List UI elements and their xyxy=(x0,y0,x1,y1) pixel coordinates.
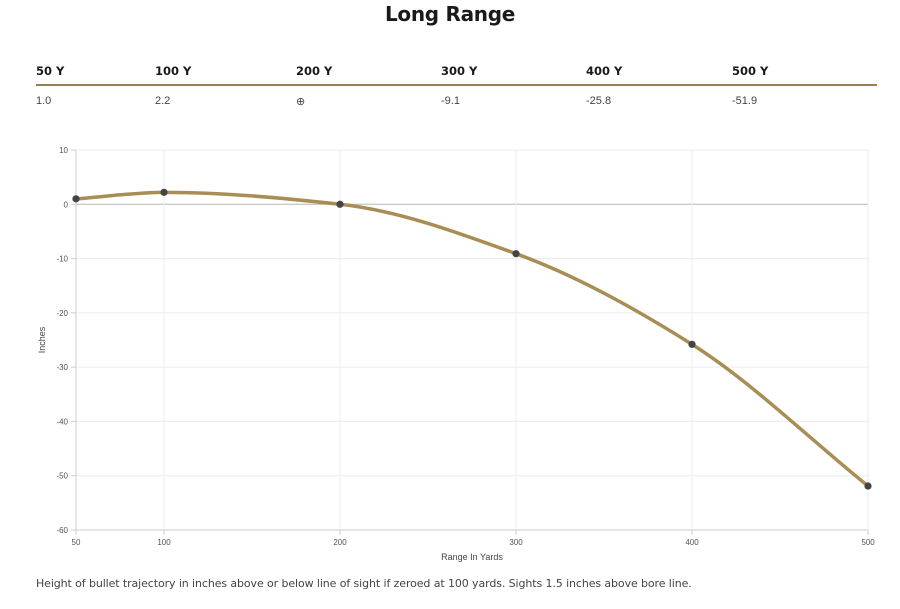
y-tick-label: -60 xyxy=(56,526,68,535)
table-cell: -51.9 xyxy=(732,95,758,107)
y-tick-label: -10 xyxy=(56,255,68,264)
table-cell: 1.0 xyxy=(36,95,52,107)
table-row: 1.0 2.2 ⊕ -9.1 -25.8 -51.9 xyxy=(36,86,877,112)
y-tick-label: 10 xyxy=(59,146,68,155)
column-header: 50 Y xyxy=(36,64,65,78)
x-axis-label: Range In Yards xyxy=(441,552,503,562)
x-tick-label: 300 xyxy=(509,538,523,547)
trajectory-chart: 100-10-20-30-40-50-60 50 100 200 300 400 500 … xyxy=(37,146,875,562)
chart-grid xyxy=(75,149,869,531)
column-header: 100 Y xyxy=(155,64,192,78)
data-point xyxy=(336,200,344,208)
x-axis-ticks: 50 100 200 300 400 500 xyxy=(72,530,875,547)
page-title: Long Range xyxy=(384,2,516,26)
column-header: 400 Y xyxy=(586,64,623,78)
x-tick-label: 400 xyxy=(685,538,699,547)
x-tick-label: 500 xyxy=(861,538,875,547)
x-tick-label: 100 xyxy=(157,538,171,547)
data-point xyxy=(688,340,696,348)
y-axis-label: Inches xyxy=(37,326,47,353)
table-cell: -9.1 xyxy=(441,95,460,107)
x-tick-label: 200 xyxy=(333,538,347,547)
column-header: 300 Y xyxy=(441,64,478,78)
table-cell: 2.2 xyxy=(155,95,171,107)
y-axis-ticks: 10 0 -10 -20 -30 -40 -50 -60 xyxy=(56,146,76,535)
column-header: 500 Y xyxy=(732,64,769,78)
data-point xyxy=(512,250,520,258)
data-point xyxy=(72,195,80,203)
y-tick-label: 0 xyxy=(64,200,69,209)
table-cell: -25.8 xyxy=(586,95,612,107)
data-point xyxy=(160,188,168,196)
y-tick-label: -30 xyxy=(56,363,68,372)
y-tick-label: -50 xyxy=(56,472,68,481)
x-tick-label: 50 xyxy=(72,538,81,547)
trajectory-line xyxy=(74,190,870,488)
table-header-row: 50 Y 100 Y 200 Y 300 Y 400 Y 500 Y xyxy=(36,58,877,86)
y-tick-label: -20 xyxy=(56,309,68,318)
y-tick-label: -40 xyxy=(56,417,68,426)
ballistics-table: 50 Y 100 Y 200 Y 300 Y 400 Y 500 Y 1.0 2… xyxy=(36,58,877,112)
zero-marker-icon: ⊕ xyxy=(296,96,306,108)
footnote: Height of bullet trajectory in inches ab… xyxy=(36,577,692,590)
data-points xyxy=(72,188,872,490)
column-header: 200 Y xyxy=(296,64,333,78)
data-point xyxy=(864,482,872,490)
